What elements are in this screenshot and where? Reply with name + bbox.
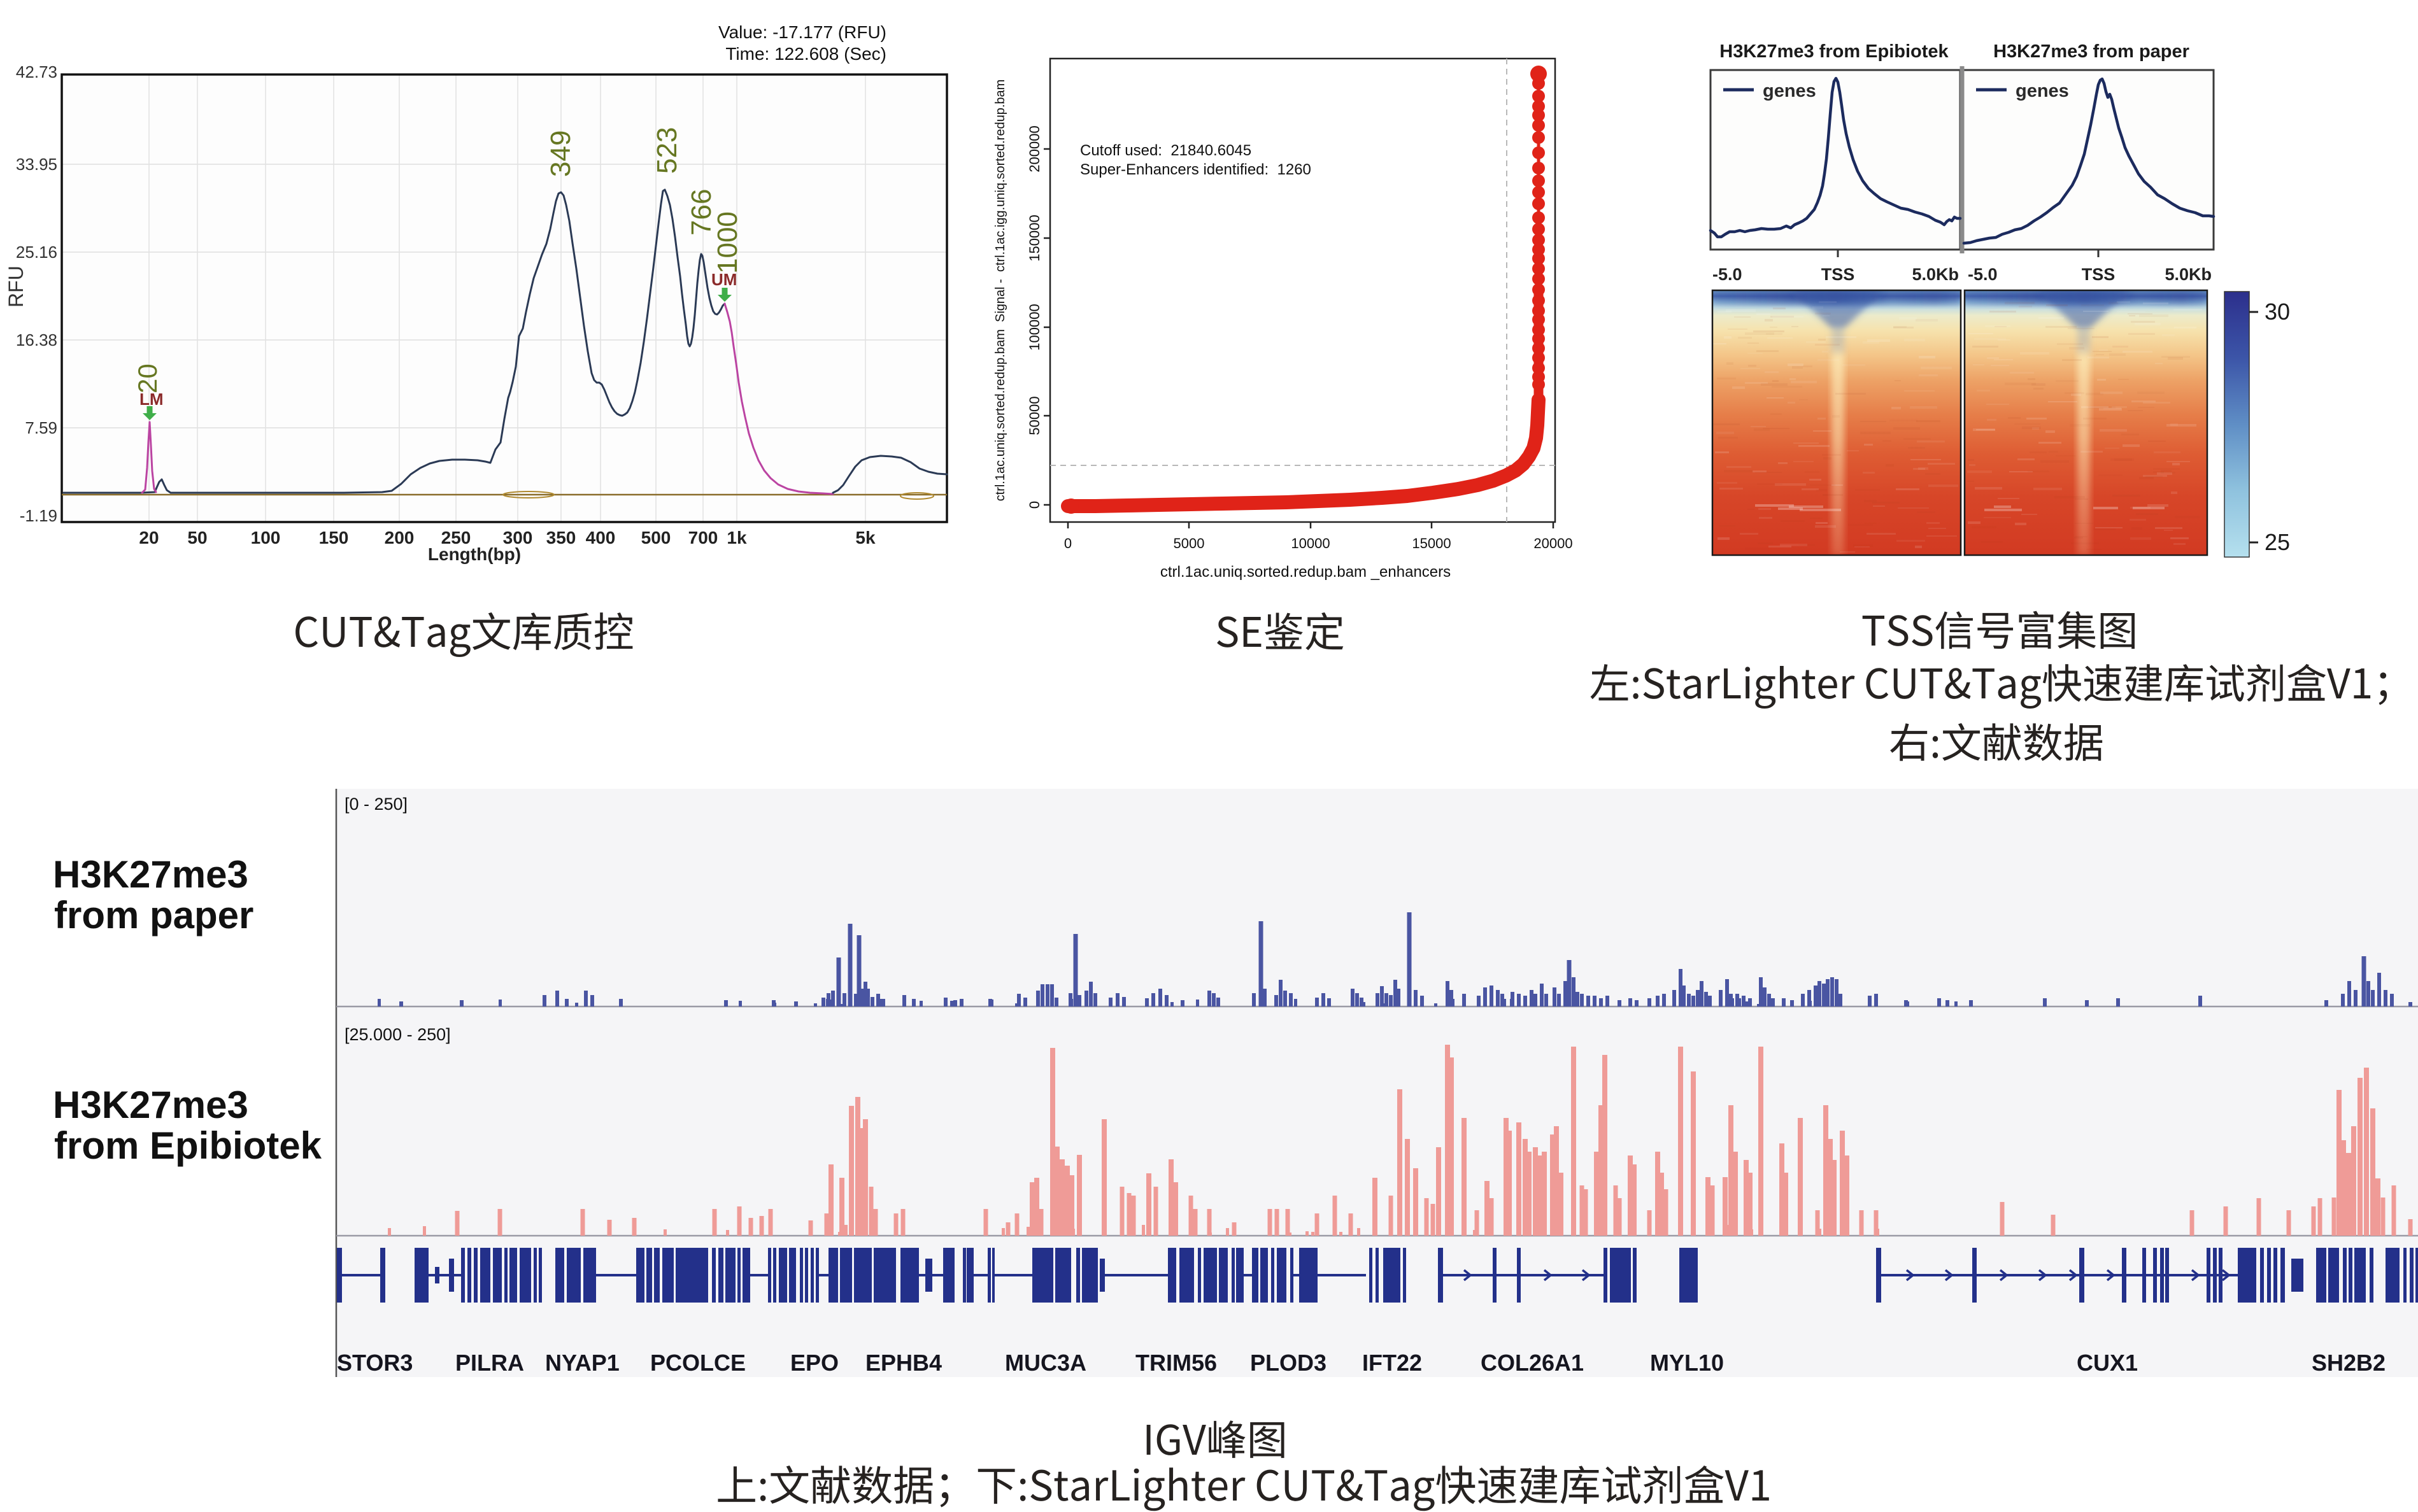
svg-text:NYAP1: NYAP1 <box>545 1350 620 1376</box>
svg-text:42.73: 42.73 <box>16 62 57 81</box>
svg-text:PCOLCE: PCOLCE <box>650 1350 746 1376</box>
svg-text:genes: genes <box>1763 81 1816 101</box>
svg-text:from paper: from paper <box>54 894 253 936</box>
svg-text:MYL10: MYL10 <box>1650 1350 1724 1376</box>
svg-text:349: 349 <box>545 131 576 177</box>
svg-text:COL26A1: COL26A1 <box>1481 1350 1584 1376</box>
svg-text:150000: 150000 <box>1027 215 1042 261</box>
svg-text:[25.000 - 250]: [25.000 - 250] <box>345 1025 451 1044</box>
svg-text:250: 250 <box>441 528 471 548</box>
svg-text:5k: 5k <box>855 528 876 548</box>
svg-text:16.38: 16.38 <box>16 330 57 350</box>
svg-text:ctrl.1ac.uniq.sorted.redup.bam: ctrl.1ac.uniq.sorted.redup.bam _enhancer… <box>1160 563 1451 581</box>
svg-text:300: 300 <box>503 528 533 548</box>
svg-text:-5.0: -5.0 <box>1968 265 1998 284</box>
svg-text:20000: 20000 <box>1533 535 1572 551</box>
svg-text:200000: 200000 <box>1027 125 1042 172</box>
svg-text:from Epibiotek: from Epibiotek <box>54 1124 322 1167</box>
svg-text:20: 20 <box>139 528 159 548</box>
svg-text:25.16: 25.16 <box>16 243 57 262</box>
svg-text:TSS: TSS <box>2082 265 2116 284</box>
svg-text:200: 200 <box>385 528 415 548</box>
svg-text:RFU: RFU <box>4 265 27 307</box>
svg-text:PLOD3: PLOD3 <box>1250 1350 1326 1376</box>
svg-text:Value: -17.177 (RFU): Value: -17.177 (RFU) <box>718 22 886 42</box>
svg-text:523: 523 <box>651 127 683 174</box>
svg-text:30: 30 <box>2265 299 2290 325</box>
svg-text:1k: 1k <box>727 528 747 548</box>
svg-text:IFT22: IFT22 <box>1362 1350 1422 1376</box>
svg-text:766: 766 <box>686 189 717 236</box>
svg-text:MUC3A: MUC3A <box>1005 1350 1086 1376</box>
svg-text:20: 20 <box>132 364 162 393</box>
svg-text:100000: 100000 <box>1027 304 1042 350</box>
svg-text:EPO: EPO <box>790 1350 839 1376</box>
svg-text:5.0Kb: 5.0Kb <box>2165 265 2212 284</box>
svg-text:1000: 1000 <box>712 211 743 274</box>
svg-text:7.59: 7.59 <box>25 418 57 437</box>
svg-text:33.95: 33.95 <box>16 155 57 174</box>
svg-text:EPHB4: EPHB4 <box>865 1350 942 1376</box>
svg-text:15000: 15000 <box>1412 535 1451 551</box>
svg-text:TSS: TSS <box>1821 265 1855 284</box>
svg-text:[0 - 250]: [0 - 250] <box>345 795 408 814</box>
svg-text:UM: UM <box>711 270 737 289</box>
svg-text:H3K27me3: H3K27me3 <box>53 853 248 896</box>
svg-text:H3K27me3 from paper: H3K27me3 from paper <box>1993 41 2189 62</box>
svg-text:5.0Kb: 5.0Kb <box>1912 265 1959 284</box>
svg-text:700: 700 <box>688 528 718 548</box>
svg-text:-5.0: -5.0 <box>1712 265 1742 284</box>
svg-text:Super-Enhancers identified: 1: Super-Enhancers identified: 1260 <box>1080 161 1311 178</box>
svg-text:500: 500 <box>641 528 671 548</box>
svg-text:50000: 50000 <box>1027 396 1042 435</box>
svg-text:150: 150 <box>319 528 349 548</box>
svg-text:0: 0 <box>1064 535 1072 551</box>
svg-text:100: 100 <box>251 528 281 548</box>
svg-text:LM: LM <box>139 390 164 409</box>
svg-text:0: 0 <box>1027 501 1042 509</box>
svg-text:350: 350 <box>546 528 576 548</box>
svg-text:25: 25 <box>2265 529 2290 555</box>
svg-text:Time: 122.608 (Sec): Time: 122.608 (Sec) <box>725 44 886 64</box>
svg-text:50: 50 <box>187 528 207 548</box>
svg-text:TRIM56: TRIM56 <box>1135 1350 1217 1376</box>
svg-text:ctrl.1ac.uniq.sorted.redup.bam: ctrl.1ac.uniq.sorted.redup.bam Signal - … <box>993 80 1007 502</box>
svg-text:SH2B2: SH2B2 <box>2312 1350 2386 1376</box>
svg-text:10000: 10000 <box>1291 535 1330 551</box>
svg-text:-1.19: -1.19 <box>20 506 57 525</box>
svg-text:genes: genes <box>2016 81 2069 101</box>
svg-text:H3K27me3: H3K27me3 <box>53 1084 248 1126</box>
svg-text:PILRA: PILRA <box>455 1350 524 1376</box>
svg-text:5000: 5000 <box>1174 535 1205 551</box>
svg-text:400: 400 <box>586 528 616 548</box>
svg-text:Cutoff used: 21840.6045: Cutoff used: 21840.6045 <box>1080 142 1251 159</box>
svg-text:Length(bp): Length(bp) <box>428 544 521 564</box>
svg-text:CUX1: CUX1 <box>2077 1350 2138 1376</box>
svg-text:STOR3: STOR3 <box>337 1350 413 1376</box>
svg-text:H3K27me3 from Epibiotek: H3K27me3 from Epibiotek <box>1719 41 1949 62</box>
